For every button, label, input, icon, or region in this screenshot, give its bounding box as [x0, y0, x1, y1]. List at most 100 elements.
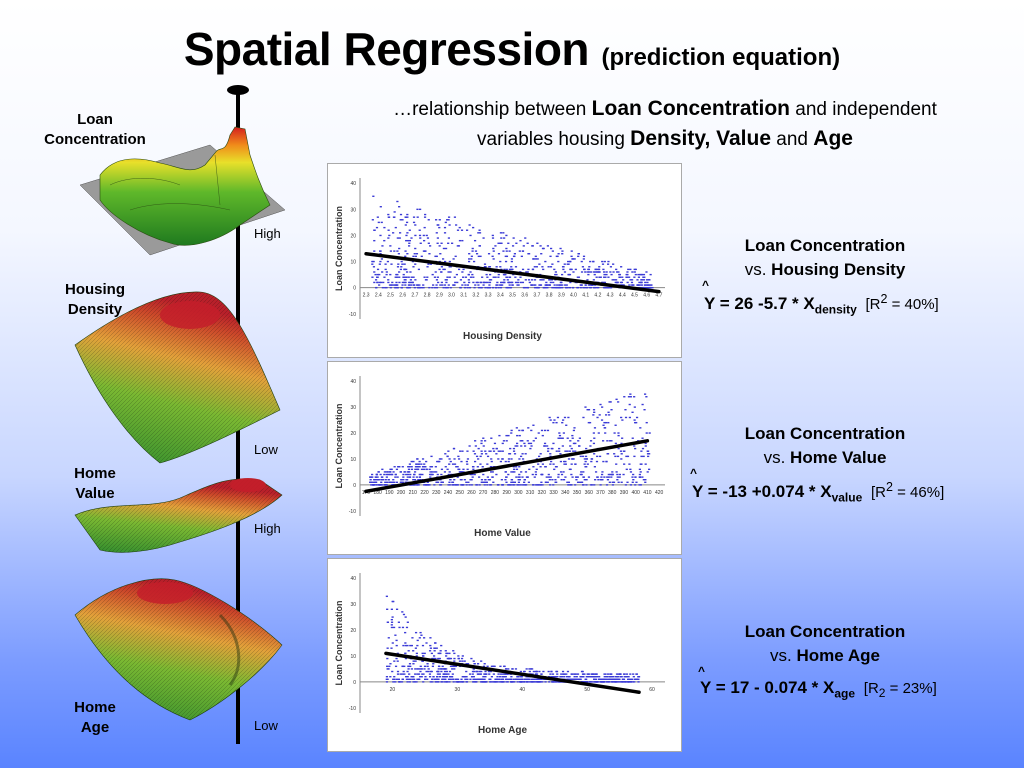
- data-point: [555, 255, 558, 258]
- data-point: [637, 276, 641, 278]
- data-point: [518, 429, 521, 432]
- data-point: [572, 442, 576, 445]
- data-point: [590, 673, 593, 675]
- data-point: [408, 663, 412, 665]
- data-point: [532, 424, 535, 426]
- data-point: [559, 676, 562, 678]
- data-point: [449, 460, 452, 463]
- data-point: [601, 479, 604, 481]
- data-point: [447, 271, 450, 273]
- data-point: [550, 676, 553, 678]
- data-point: [423, 250, 426, 252]
- data-point: [567, 260, 570, 263]
- data-point: [440, 668, 443, 670]
- scatter-panel-density: 40 30 20 10 0 -10 2.3 2.4 2.5 2.6 2.7 2.8 2.9 3.0 3.1 3…: [327, 163, 682, 358]
- data-point: [539, 279, 542, 281]
- data-point: [442, 286, 445, 289]
- trend-line: [364, 439, 650, 494]
- data-point: [439, 253, 442, 255]
- data-point: [562, 471, 565, 473]
- data-point: [561, 250, 564, 252]
- data-point: [543, 445, 547, 447]
- data-point: [619, 681, 622, 683]
- data-point: [554, 286, 558, 289]
- data-point: [606, 263, 610, 265]
- data-point: [404, 279, 407, 281]
- data-point: [528, 681, 531, 683]
- x-tick-label: 4.5: [631, 293, 638, 299]
- data-point: [640, 279, 643, 281]
- data-point: [622, 673, 626, 675]
- data-point: [383, 473, 386, 476]
- data-point: [451, 463, 455, 465]
- data-point: [443, 232, 447, 234]
- data-point: [637, 676, 640, 678]
- data-point: [609, 673, 612, 675]
- data-point: [493, 681, 497, 683]
- data-point: [501, 673, 504, 675]
- data-point: [406, 681, 409, 683]
- data-point: [521, 453, 524, 455]
- data-point: [634, 447, 637, 450]
- data-point: [490, 460, 493, 463]
- data-point: [569, 440, 572, 442]
- data-point: [404, 616, 407, 618]
- data-point: [379, 206, 382, 208]
- data-point: [423, 637, 426, 639]
- data-point: [621, 284, 625, 286]
- data-point: [407, 468, 411, 471]
- data-point: [512, 471, 515, 473]
- data-point: [408, 463, 411, 465]
- data-point: [507, 484, 510, 486]
- data-point: [414, 247, 417, 250]
- data-point: [631, 284, 635, 286]
- data-point: [494, 245, 497, 247]
- data-point: [578, 445, 581, 447]
- data-point: [570, 673, 573, 675]
- data-point: [561, 437, 564, 439]
- data-point: [526, 271, 529, 273]
- data-point: [416, 208, 419, 211]
- data-point: [609, 401, 612, 403]
- data-point: [492, 258, 495, 260]
- data-point: [390, 608, 393, 610]
- data-point: [397, 263, 400, 265]
- data-point: [456, 476, 459, 478]
- data-point: [615, 673, 619, 675]
- data-point: [573, 427, 576, 429]
- data-point: [500, 681, 503, 683]
- data-point: [464, 678, 467, 680]
- data-point: [494, 678, 497, 680]
- data-point: [388, 665, 391, 668]
- data-point: [388, 284, 392, 286]
- data-point: [438, 676, 442, 678]
- data-point: [616, 676, 620, 678]
- data-point: [404, 652, 407, 655]
- data-point: [446, 455, 449, 458]
- data-point: [579, 473, 582, 476]
- data-point: [516, 445, 519, 447]
- data-point: [528, 678, 531, 680]
- data-point: [440, 473, 443, 476]
- data-point: [595, 271, 599, 273]
- data-point: [393, 211, 396, 213]
- data-point: [499, 665, 502, 668]
- data-point: [592, 414, 595, 416]
- data-point: [622, 279, 625, 281]
- data-point: [558, 284, 561, 286]
- data-point: [638, 476, 642, 478]
- data-point: [646, 453, 650, 455]
- data-point: [521, 250, 524, 252]
- data-point: [605, 286, 608, 289]
- data-point: [489, 484, 493, 486]
- data-point: [449, 271, 452, 273]
- data-point: [601, 263, 605, 265]
- x-tick-label: 370: [596, 490, 605, 496]
- data-point: [523, 442, 526, 445]
- data-point: [381, 479, 385, 481]
- data-point: [452, 447, 456, 450]
- data-point: [468, 484, 471, 486]
- data-point: [426, 481, 429, 483]
- data-point: [603, 271, 606, 273]
